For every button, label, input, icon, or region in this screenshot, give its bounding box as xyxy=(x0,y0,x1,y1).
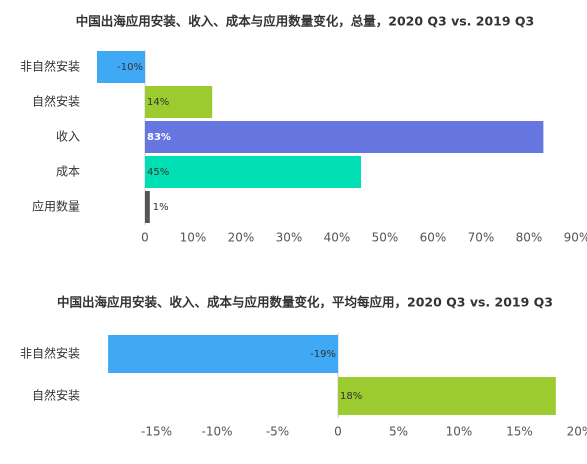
category-label: 非自然安装 xyxy=(20,59,80,74)
x-tick-label: 10% xyxy=(446,425,473,439)
x-tick-label: 30% xyxy=(276,231,303,245)
value-label: -10% xyxy=(117,62,143,73)
value-label: 1% xyxy=(153,202,169,213)
category-label: 收入 xyxy=(56,130,80,144)
x-tick-label: 20% xyxy=(567,425,587,439)
x-tick-label: 80% xyxy=(516,231,543,245)
category-label: 自然安装 xyxy=(32,388,80,403)
x-tick-label: 70% xyxy=(468,231,495,245)
x-tick-label: -10% xyxy=(201,425,232,439)
x-tick-label: 15% xyxy=(506,425,533,439)
bar xyxy=(97,51,145,83)
category-label: 自然安装 xyxy=(32,94,80,109)
bar xyxy=(108,335,338,373)
x-tick-label: 0 xyxy=(334,425,342,439)
value-label: 45% xyxy=(147,167,169,178)
x-tick-label: 40% xyxy=(324,231,351,245)
category-label: 成本 xyxy=(56,165,80,179)
x-tick-label: 90% xyxy=(564,231,587,245)
value-label: 18% xyxy=(340,391,362,402)
x-tick-label: 0 xyxy=(141,231,149,245)
x-tick-label: 60% xyxy=(420,231,447,245)
value-label: -19% xyxy=(310,349,336,360)
bar xyxy=(145,86,213,118)
value-label: 83% xyxy=(147,132,171,143)
x-tick-label: 5% xyxy=(389,425,408,439)
bar xyxy=(145,191,150,223)
chart-title: 中国出海应用安装、收入、成本与应用数量变化，平均每应用，2020 Q3 vs. … xyxy=(57,295,553,310)
x-tick-label: 50% xyxy=(372,231,399,245)
x-tick-label: -15% xyxy=(141,425,172,439)
x-tick-label: 10% xyxy=(180,231,207,245)
x-tick-label: 20% xyxy=(228,231,255,245)
category-label: 应用数量 xyxy=(32,199,80,214)
chart-title: 中国出海应用安装、收入、成本与应用数量变化，总量，2020 Q3 vs. 201… xyxy=(76,14,534,29)
x-tick-label: -5% xyxy=(266,425,289,439)
bar xyxy=(338,377,556,415)
bar xyxy=(145,121,544,153)
bar xyxy=(145,156,361,188)
value-label: 14% xyxy=(147,97,169,108)
category-label: 非自然安装 xyxy=(20,346,80,361)
